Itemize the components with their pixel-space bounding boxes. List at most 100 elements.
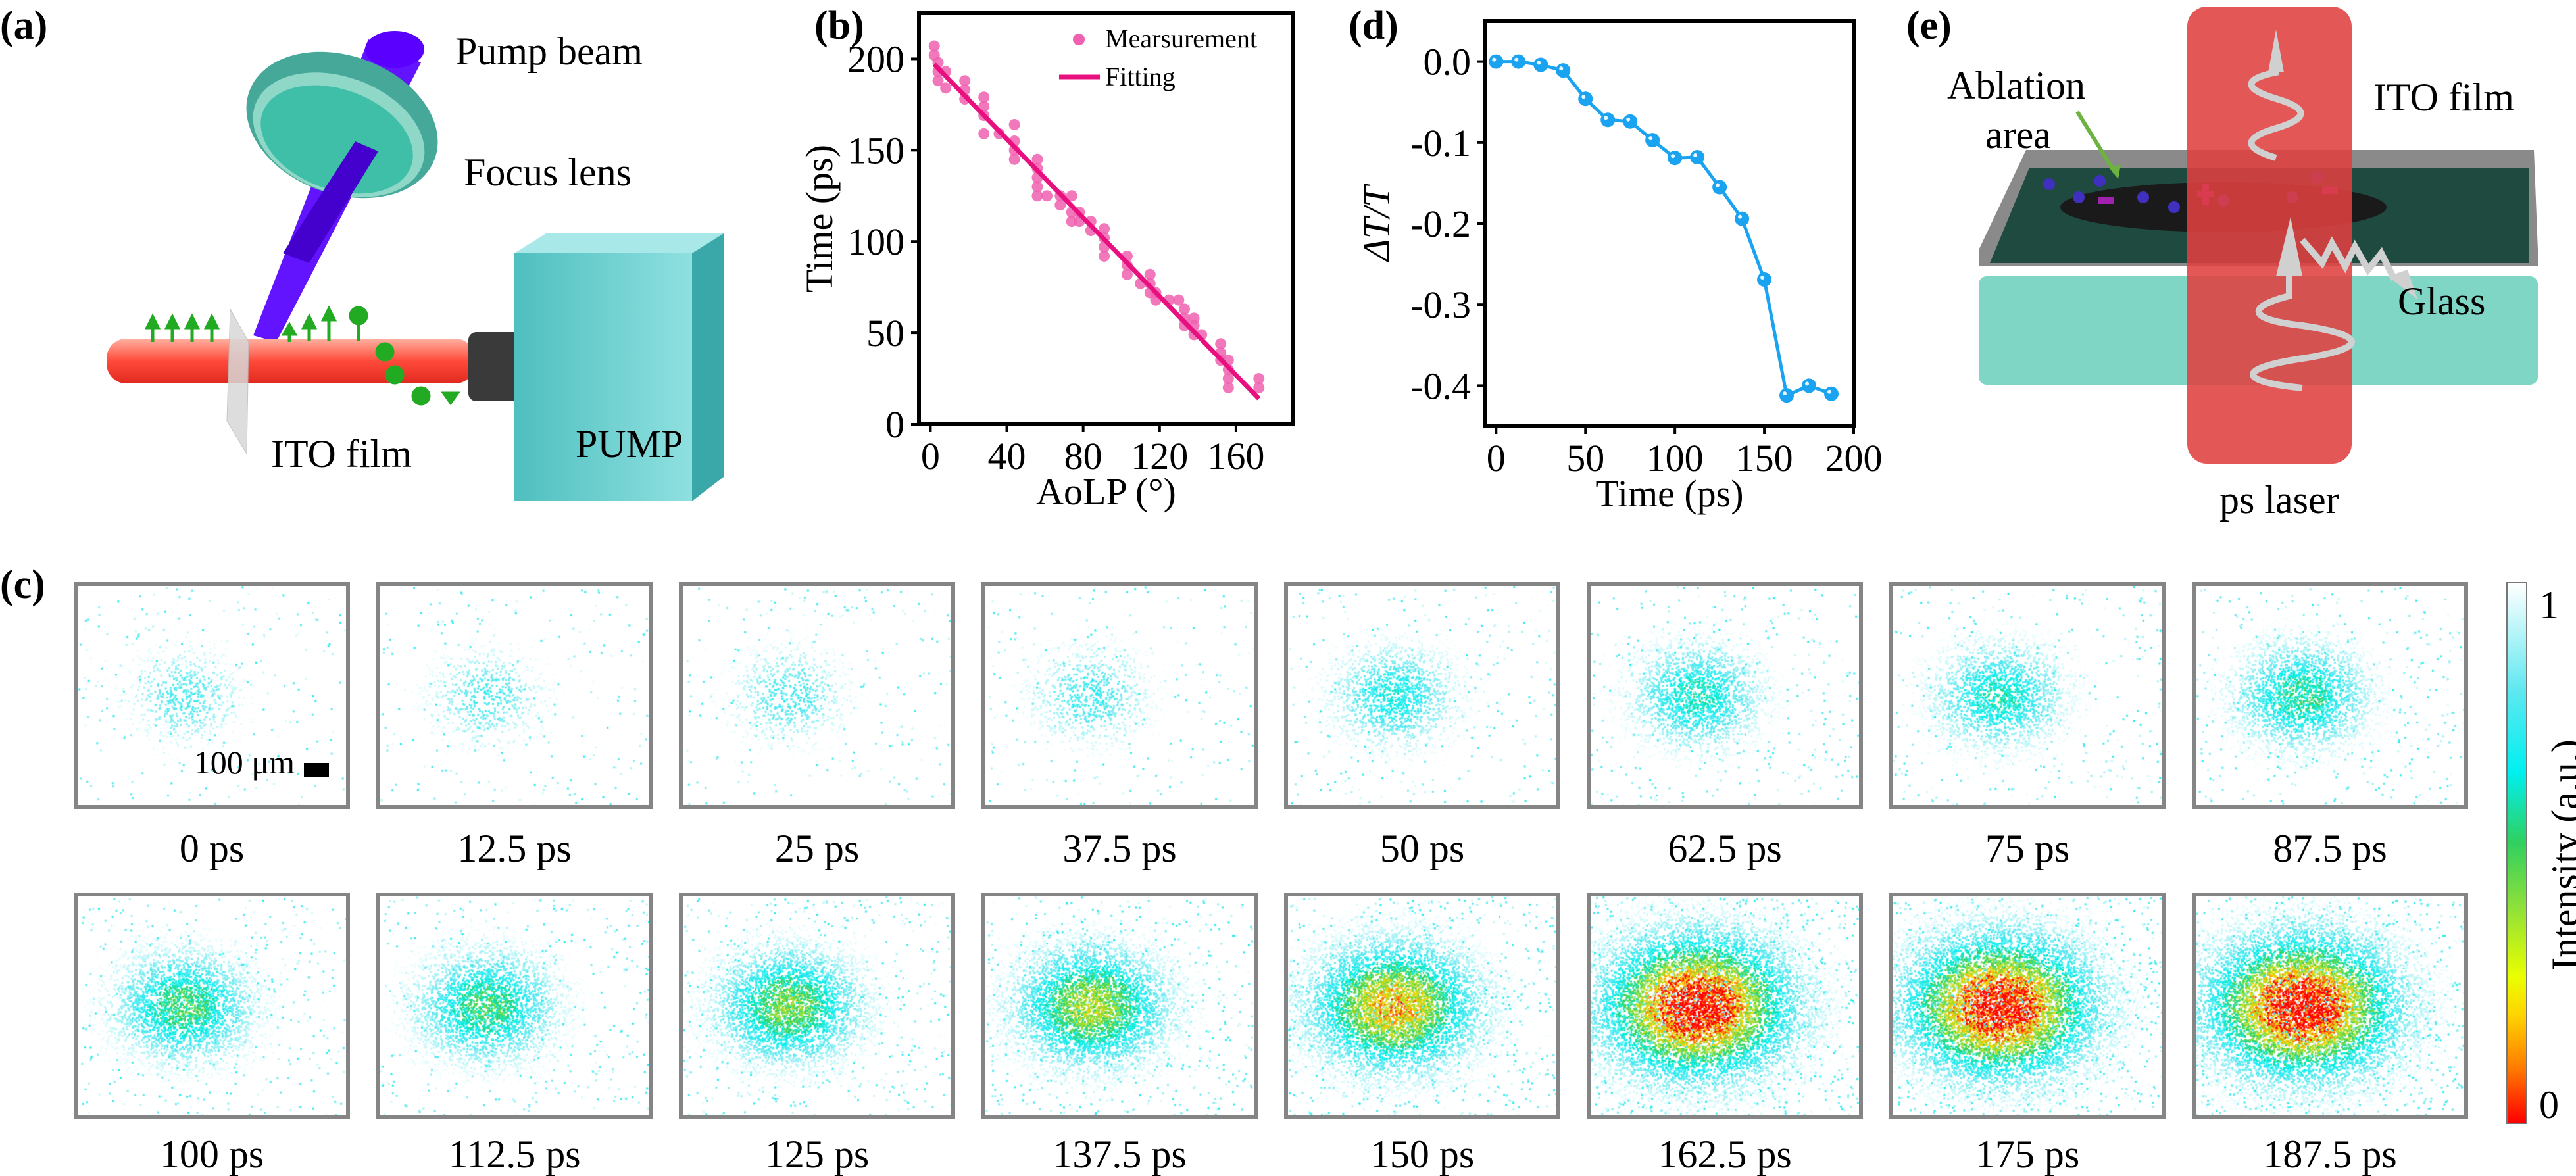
frame-time-label: 0 ps <box>179 827 245 870</box>
delta-t-point <box>1511 54 1526 69</box>
intensity-map <box>380 896 649 1115</box>
colorbar-max-label: 1 <box>2539 583 2559 627</box>
measurement-point <box>1222 381 1234 393</box>
frame-time-label: 100 ps <box>159 1133 264 1176</box>
ito-film-label: ITO film <box>271 432 412 476</box>
delta-t-point <box>1489 54 1504 69</box>
intensity-frame <box>1284 582 1560 809</box>
delta-t-point <box>1600 112 1616 128</box>
x-tick-label: 50 <box>1566 437 1604 479</box>
pump-beam-label: Pump beam <box>455 30 643 73</box>
y-tick-label: -0.4 <box>1410 364 1471 407</box>
pump-device-icon <box>468 233 724 501</box>
measurement-point <box>1121 268 1133 280</box>
point-highlight <box>1671 154 1675 159</box>
delta-t-point <box>1824 386 1839 401</box>
measurement-point <box>940 82 952 94</box>
intensity-map <box>1591 896 1859 1115</box>
intensity-map <box>2196 896 2464 1115</box>
intensity-frame <box>376 893 653 1119</box>
intensity-frame <box>1587 582 1863 809</box>
intensity-frame <box>2192 582 2468 809</box>
delta-t-point <box>1757 272 1772 287</box>
frame-time-label: 112.5 ps <box>448 1133 581 1176</box>
intensity-frame <box>376 582 653 809</box>
ablation-label-line2: area <box>1985 113 2051 157</box>
delta-t-point <box>1668 151 1683 166</box>
point-highlight <box>1760 276 1765 280</box>
frame-time-label: 150 ps <box>1370 1133 1475 1176</box>
legend-fitting-label: Fitting <box>1105 62 1176 91</box>
delta-t-point <box>1712 180 1727 195</box>
point-highlight <box>1827 389 1832 394</box>
y-tick-label: -0.2 <box>1410 203 1471 245</box>
intensity-frame <box>1587 893 1863 1119</box>
measurement-point <box>1031 190 1043 202</box>
measurement-point <box>978 91 990 103</box>
delta-t-point <box>1690 149 1705 164</box>
green-arrows-icon <box>144 305 460 406</box>
frame-time-label: 62.5 ps <box>1668 827 1782 870</box>
intensity-frame: 100 μm <box>74 582 350 809</box>
point-highlight <box>1581 95 1586 99</box>
measurement-point <box>1173 294 1185 306</box>
measurement-point <box>1041 190 1053 202</box>
point-highlight <box>1492 57 1497 62</box>
frame-time-label: 125 ps <box>764 1133 870 1176</box>
y-tick-label: -0.1 <box>1410 122 1471 164</box>
measurement-point <box>932 75 944 87</box>
point-highlight <box>1514 57 1519 62</box>
ablation-illustration <box>1979 7 2538 464</box>
focus-lens-label: Focus lens <box>464 151 632 194</box>
measurement-point <box>1008 153 1020 165</box>
point-highlight <box>1537 61 1541 65</box>
x-tick-label: 200 <box>1825 437 1883 479</box>
point-highlight <box>1716 183 1720 187</box>
laser-rod-icon <box>107 339 475 383</box>
ps-laser-label: ps laser <box>2219 478 2339 522</box>
wave-arrows-icon <box>2248 30 2417 391</box>
measurement-point <box>1099 250 1110 262</box>
plot-frame <box>917 11 1295 426</box>
ablation-label-line1: Ablation <box>1947 64 2085 107</box>
measurement-point <box>1099 223 1110 235</box>
pump-setup-illustration <box>107 31 724 501</box>
intensity-map <box>1893 586 2162 805</box>
intensity-map <box>2196 586 2464 805</box>
plot-frame <box>1483 19 1856 428</box>
delta-t-point <box>1623 114 1638 129</box>
panel-label-a: (a) <box>0 3 48 48</box>
intensity-map <box>985 586 1254 805</box>
measurement-point <box>1215 338 1227 350</box>
y-tick-label: -0.3 <box>1410 283 1471 326</box>
point-highlight <box>1738 214 1743 219</box>
glass-label: Glass <box>2398 280 2486 323</box>
y-axis-label: ΔT/T <box>1355 184 1398 262</box>
focus-lens-icon <box>246 51 438 263</box>
frame-time-label: 50 ps <box>1379 827 1465 870</box>
delta-t-line <box>1496 60 1832 398</box>
measurement-point <box>978 128 990 139</box>
delta-t-point <box>1556 63 1571 78</box>
measurement-point <box>1031 181 1043 193</box>
panel-label-c: (c) <box>0 562 45 607</box>
intensity-frame <box>1889 582 2166 809</box>
point-highlight <box>1783 391 1787 396</box>
intensity-frame <box>679 582 955 809</box>
intensity-frame <box>74 893 350 1119</box>
measurement-point <box>959 75 971 87</box>
frame-time-label: 175 ps <box>1975 1133 2080 1176</box>
colorbar <box>2506 582 2527 1124</box>
ps-laser-beam-icon <box>2187 7 2352 464</box>
ito-film-label-e: ITO film <box>2373 76 2514 119</box>
intensity-map <box>78 896 346 1115</box>
x-axis-label: AoLP (°) <box>1036 470 1176 513</box>
frame-time-label: 137.5 ps <box>1053 1133 1187 1176</box>
intensity-frame <box>2192 893 2468 1119</box>
measurement-point <box>1031 153 1043 165</box>
legend-measurement-label: Mearsurement <box>1105 24 1257 53</box>
intensity-frame <box>981 893 1258 1119</box>
intensity-frame <box>1889 893 2166 1119</box>
intensity-map <box>1893 896 2162 1115</box>
y-tick-label: 150 <box>847 129 904 172</box>
